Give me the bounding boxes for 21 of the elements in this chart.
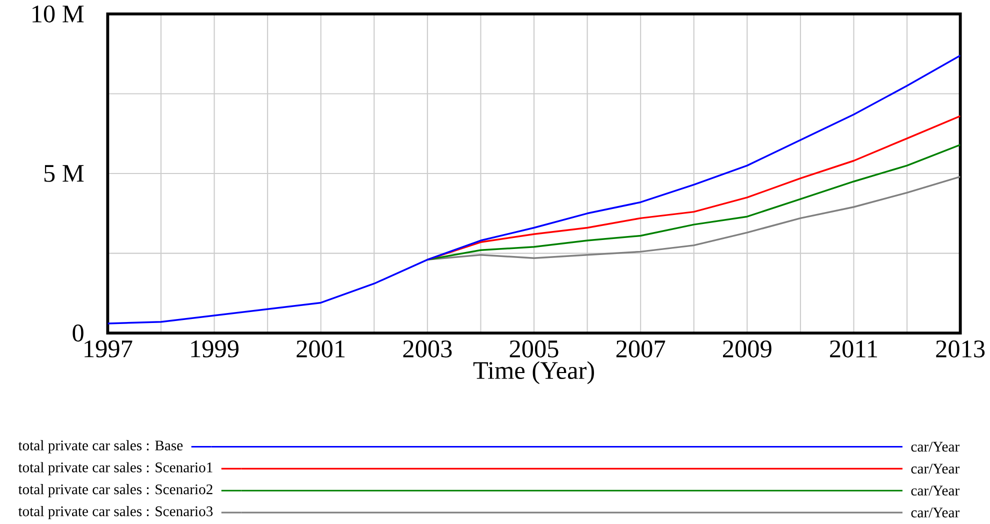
x-axis-title: Time (Year) [473,362,594,384]
x-tick-label: 2013 [936,340,985,358]
x-tick-label: 2007 [616,340,666,358]
y-tick-label: 10 M [32,6,84,23]
x-tick-label: 2011 [830,340,878,358]
legend-label: total private car sales : Scenario3 [18,506,213,520]
x-tick-label: 1997 [84,340,132,358]
legend-label: total private car sales : Base [18,440,183,454]
text: car/Year [911,442,960,452]
text: car/Year [911,486,960,496]
legend-label: total private car sales : Scenario2 [18,484,212,498]
legend-label: total private car sales : Scenario1 [18,462,212,476]
text: car/Year [911,464,960,474]
x-tick-label: 2005 [510,340,558,358]
x-tick-label: 2009 [723,340,772,358]
text: car/Year [911,508,960,518]
x-tick-label: 1999 [191,340,238,358]
x-tick-label: 2003 [403,340,452,358]
x-tick-label: 2001 [296,340,345,358]
y-tick-label: 5 M [44,165,84,182]
y-tick-label: 0 [72,324,84,342]
